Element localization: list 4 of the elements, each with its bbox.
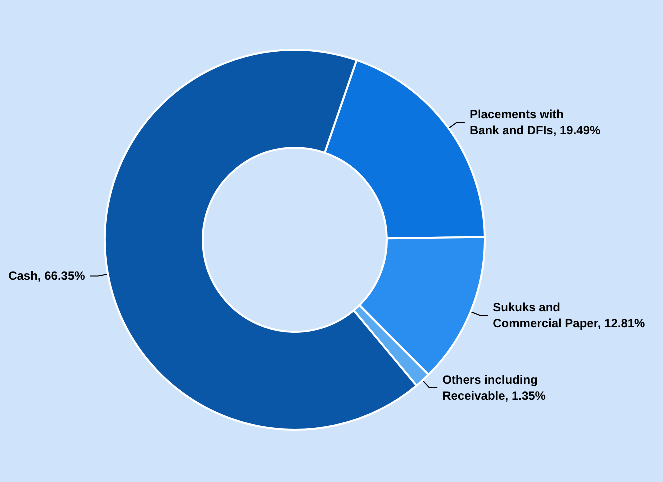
slice-label: Cash, 66.35% [8,269,86,284]
slice-label: Others including Receivable, 1.35% [442,372,546,403]
slice-label: Sukuks and Commercial Paper, 12.81% [493,300,646,331]
slice-label: Placements with Bank and DFIs, 19.49% [470,108,602,138]
